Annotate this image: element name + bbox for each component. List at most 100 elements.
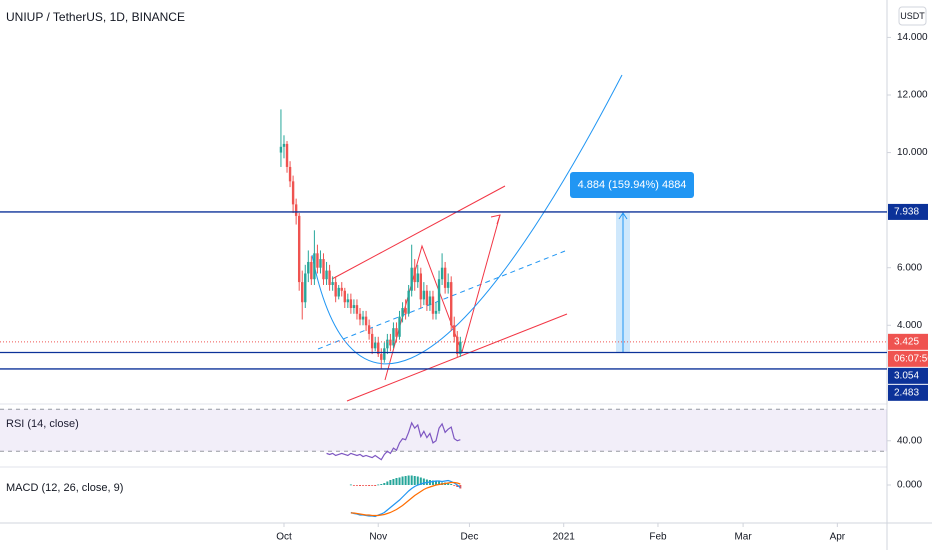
y-tick-label: 14.000 bbox=[897, 32, 928, 43]
annotation: 4.884 (159.94%) 4884 bbox=[578, 179, 687, 191]
macd-hist-bar bbox=[355, 485, 358, 486]
macd-hist-bar bbox=[410, 475, 413, 485]
candle-body bbox=[380, 354, 383, 360]
symbol-title: UNIUP / TetherUS, 1D, BINANCE bbox=[6, 10, 185, 24]
candle-body bbox=[322, 259, 325, 280]
y-tick-label: 6.000 bbox=[897, 262, 922, 273]
macd-hist-bar bbox=[431, 480, 434, 485]
macd-hist-bar bbox=[392, 479, 395, 485]
candle-body bbox=[307, 261, 310, 274]
candle-body bbox=[440, 267, 444, 280]
level-label: 2.483 bbox=[894, 387, 919, 398]
macd-hist-bar bbox=[450, 484, 453, 485]
y-tick-label: 40.00 bbox=[897, 435, 922, 446]
y-tick-label: 4.000 bbox=[897, 320, 922, 331]
x-tick-label: Oct bbox=[276, 532, 292, 543]
candle-body bbox=[437, 279, 441, 311]
macd-hist-bar bbox=[362, 485, 365, 486]
x-tick-label: 2021 bbox=[553, 532, 576, 543]
macd-hist-bar bbox=[358, 485, 361, 486]
candle-body bbox=[386, 339, 389, 349]
x-tick-label: Mar bbox=[734, 532, 752, 543]
candle-body bbox=[401, 308, 404, 317]
candle-body bbox=[352, 305, 356, 309]
candle-body bbox=[358, 313, 362, 320]
macd-hist-bar bbox=[407, 475, 410, 485]
candle-body bbox=[450, 282, 453, 326]
level-label: 7.938 bbox=[894, 207, 919, 218]
y-tick-label: 12.000 bbox=[897, 90, 928, 101]
candle-body bbox=[398, 316, 401, 337]
candle-body bbox=[443, 267, 447, 288]
candle-body bbox=[282, 143, 286, 147]
macd-hist-bar bbox=[447, 482, 450, 485]
candle-body bbox=[459, 341, 462, 355]
candle-body bbox=[313, 253, 316, 280]
countdown-label-box bbox=[888, 350, 928, 367]
candle-body bbox=[294, 204, 298, 216]
level-label-box bbox=[888, 367, 928, 384]
candle-body bbox=[288, 166, 292, 182]
candle-body bbox=[346, 299, 350, 303]
macd-hist-bar bbox=[371, 485, 374, 486]
countdown-label: 06:07:50 bbox=[894, 353, 932, 364]
candle-body bbox=[404, 308, 407, 314]
candle-body bbox=[428, 296, 432, 306]
candle-body bbox=[279, 146, 283, 153]
unit-label[interactable]: USDT bbox=[900, 11, 925, 21]
y-tick-label: 10.000 bbox=[897, 147, 928, 158]
x-tick-label: Dec bbox=[461, 532, 479, 543]
candle-body bbox=[285, 143, 289, 167]
candle-body bbox=[413, 267, 416, 283]
macd-label: MACD (12, 26, close, 9) bbox=[6, 482, 123, 494]
candle-body bbox=[453, 325, 456, 337]
candle-body bbox=[291, 181, 295, 205]
candle-body bbox=[456, 336, 459, 355]
macd-hist-bar bbox=[453, 485, 456, 486]
candle-body bbox=[355, 305, 359, 314]
rsi-line bbox=[326, 421, 461, 461]
x-tick-label: Nov bbox=[369, 532, 387, 543]
candle-body bbox=[334, 282, 337, 297]
macd-hist-bar bbox=[368, 485, 371, 486]
level-label: 3.054 bbox=[894, 370, 919, 381]
macd-hist-bar bbox=[377, 484, 380, 486]
x-tick-label: Apr bbox=[830, 532, 846, 543]
channel-upper bbox=[331, 185, 506, 280]
macd-hist-bar bbox=[401, 476, 404, 485]
macd-hist-bar bbox=[456, 485, 459, 487]
macd-hist-bar bbox=[352, 485, 355, 486]
rsi-label: RSI (14, close) bbox=[6, 418, 79, 430]
candle-body bbox=[331, 282, 334, 285]
candle-body bbox=[301, 282, 304, 303]
candle-body bbox=[343, 290, 346, 303]
macd-hist-bar bbox=[438, 481, 441, 485]
measure-arrowhead bbox=[618, 212, 628, 220]
candle-body bbox=[389, 339, 392, 346]
candle-body bbox=[370, 333, 374, 349]
candle-body bbox=[431, 296, 435, 314]
candle-body bbox=[419, 273, 423, 300]
annotation-box bbox=[570, 172, 694, 198]
candle-body bbox=[319, 259, 322, 268]
x-tick-label: Feb bbox=[649, 532, 667, 543]
last-price-label: 3.425 bbox=[894, 336, 919, 347]
candle-body bbox=[361, 316, 365, 320]
unit-button[interactable] bbox=[898, 6, 927, 26]
macd-line bbox=[350, 479, 461, 518]
macd-hist-bar bbox=[398, 477, 401, 485]
level-label-box bbox=[888, 203, 928, 220]
candle-body bbox=[337, 287, 340, 297]
parabola bbox=[311, 74, 623, 365]
candle-body bbox=[340, 287, 343, 291]
macd-hist-bar bbox=[374, 485, 377, 486]
macd-hist-bar bbox=[386, 481, 389, 485]
rsi-band bbox=[0, 409, 887, 452]
candle-body bbox=[422, 290, 426, 300]
candle-body bbox=[425, 290, 429, 306]
level-label-box bbox=[888, 384, 928, 401]
candle-body bbox=[328, 270, 331, 285]
candle-body bbox=[383, 348, 386, 360]
